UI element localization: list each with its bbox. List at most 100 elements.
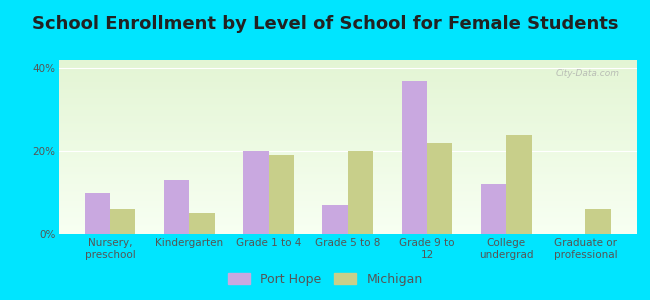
Bar <box>58 201 637 202</box>
Bar <box>58 89 637 90</box>
Bar <box>58 84 637 85</box>
Bar <box>58 169 637 170</box>
Bar <box>58 186 637 187</box>
Bar <box>58 70 637 71</box>
Bar <box>58 181 637 182</box>
Bar <box>58 196 637 197</box>
Bar <box>58 170 637 171</box>
Bar <box>58 214 637 215</box>
Bar <box>58 64 637 65</box>
Bar <box>58 104 637 105</box>
Bar <box>58 208 637 209</box>
Bar <box>58 185 637 186</box>
Bar <box>348 151 373 234</box>
Bar <box>58 127 637 128</box>
Bar <box>58 97 637 98</box>
Bar <box>58 140 637 141</box>
Bar <box>58 136 637 137</box>
Bar <box>58 207 637 208</box>
Bar <box>506 135 532 234</box>
Bar <box>58 132 637 133</box>
Bar <box>58 148 637 149</box>
Bar <box>58 149 637 150</box>
Bar <box>58 131 637 132</box>
Bar <box>189 213 214 234</box>
Bar <box>58 99 637 100</box>
Bar <box>58 144 637 145</box>
Bar <box>58 86 637 87</box>
Bar <box>58 138 637 139</box>
Bar <box>58 154 637 155</box>
Bar <box>58 211 637 212</box>
Bar <box>58 231 637 232</box>
Bar <box>58 72 637 73</box>
Bar <box>58 150 637 151</box>
Bar <box>243 151 268 234</box>
Bar <box>58 135 637 136</box>
Bar <box>58 145 637 146</box>
Bar <box>58 158 637 159</box>
Bar <box>58 166 637 167</box>
Bar <box>58 73 637 74</box>
Bar <box>58 204 637 205</box>
Bar <box>58 82 637 83</box>
Bar <box>58 101 637 102</box>
Bar <box>58 83 637 84</box>
Bar <box>58 174 637 175</box>
Bar <box>58 98 637 99</box>
Bar <box>427 143 452 234</box>
Bar <box>58 117 637 118</box>
Bar <box>58 80 637 81</box>
Bar <box>58 93 637 94</box>
Bar <box>58 106 637 107</box>
Bar <box>58 110 637 111</box>
Bar <box>58 179 637 180</box>
Bar <box>58 155 637 156</box>
Bar <box>58 206 637 207</box>
Bar <box>58 141 637 142</box>
Bar <box>58 65 637 66</box>
Bar <box>58 159 637 160</box>
Bar <box>58 116 637 117</box>
Bar <box>58 199 637 200</box>
Bar <box>58 60 637 61</box>
Bar <box>58 190 637 191</box>
Bar <box>58 225 637 226</box>
Legend: Port Hope, Michigan: Port Hope, Michigan <box>222 268 428 291</box>
Bar <box>58 137 637 138</box>
Bar <box>322 205 348 234</box>
Bar <box>58 92 637 93</box>
Bar <box>58 91 637 92</box>
Bar <box>58 233 637 234</box>
Bar <box>58 147 637 148</box>
Bar <box>58 76 637 77</box>
Bar <box>58 105 637 106</box>
Bar <box>58 85 637 86</box>
Bar <box>58 134 637 135</box>
Bar <box>58 100 637 101</box>
Bar <box>58 114 637 115</box>
Bar <box>58 63 637 64</box>
Bar <box>58 62 637 63</box>
Bar <box>58 71 637 72</box>
Bar <box>58 120 637 121</box>
Bar <box>58 180 637 181</box>
Bar <box>58 224 637 225</box>
Bar <box>58 66 637 67</box>
Bar <box>58 107 637 108</box>
Bar <box>58 229 637 230</box>
Bar <box>58 189 637 190</box>
Text: City-Data.com: City-Data.com <box>556 69 619 78</box>
Bar <box>58 88 637 89</box>
Bar <box>58 69 637 70</box>
Bar <box>58 142 637 143</box>
Bar <box>58 184 637 185</box>
Bar <box>58 79 637 80</box>
Bar <box>58 129 637 130</box>
Bar <box>268 155 294 234</box>
Bar <box>58 210 637 211</box>
Bar <box>481 184 506 234</box>
Bar <box>58 232 637 233</box>
Bar <box>58 212 637 213</box>
Bar <box>58 123 637 124</box>
